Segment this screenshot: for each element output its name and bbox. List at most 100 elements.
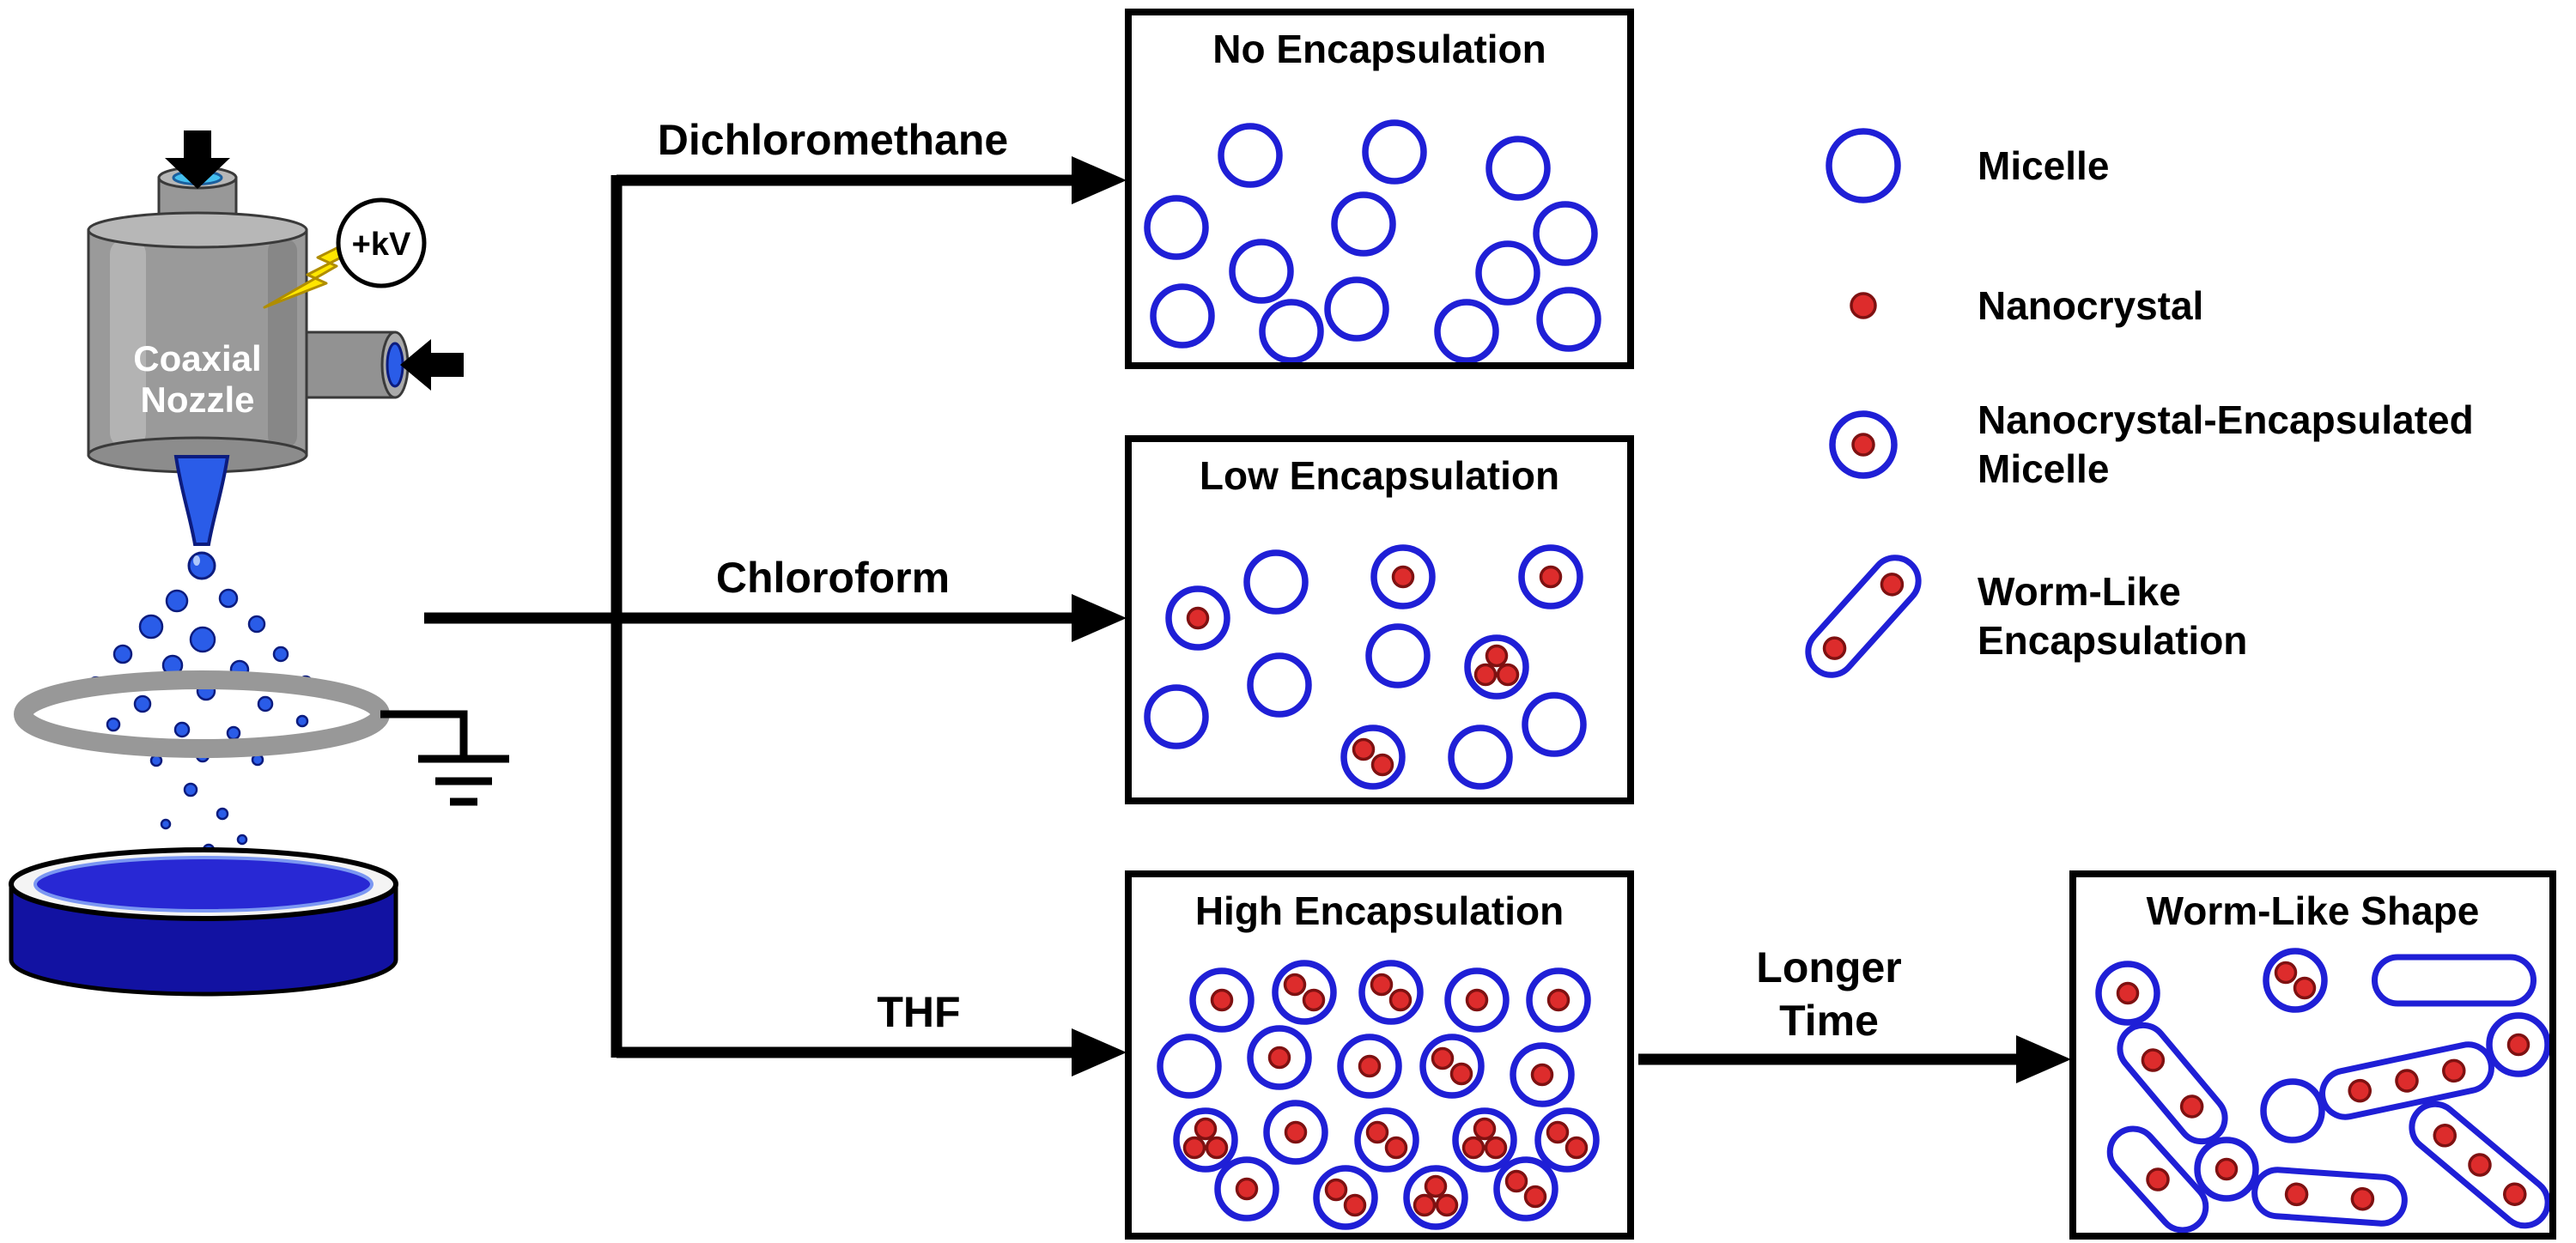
micelle: [1313, 1165, 1378, 1230]
nanocrystal-dot: [1284, 1120, 1308, 1144]
micelle: [1485, 136, 1551, 201]
legend-label-worm-encapsulation: Worm-Like Encapsulation: [1978, 567, 2247, 665]
micelle: [1247, 1025, 1312, 1090]
legend-item-nanocrystal: Nanocrystal: [1790, 267, 2203, 344]
nanocrystal-dot: [1324, 1178, 1348, 1202]
micelle-icon: [1826, 128, 1901, 203]
nanocrystal-dot: [1370, 753, 1394, 777]
nanocrystal-dot: [2503, 1182, 2527, 1206]
nanocrystal-dot: [1461, 1136, 1485, 1160]
high-voltage-badge: +kV: [336, 197, 427, 288]
micelle: [2095, 961, 2160, 1026]
coaxial-nozzle-body: [87, 211, 308, 474]
micelle: [2486, 1012, 2549, 1077]
micelle: [1247, 652, 1312, 718]
micelle: [1189, 967, 1255, 1033]
micelle: [1464, 634, 1529, 700]
side-feed-arrow-icon: [400, 339, 464, 391]
high-encapsulation-canvas: [1157, 960, 1600, 1230]
nanocrystal-dot: [2116, 981, 2140, 1005]
panel-title: Worm-Like Shape: [2146, 888, 2480, 933]
nanocrystal-dot: [1523, 1185, 1547, 1209]
nanocrystal-dot: [1194, 1117, 1218, 1141]
nanocrystal-dot: [1496, 663, 1520, 687]
longer-time-line1: Longer: [1756, 943, 1902, 991]
micelle: [1337, 1034, 1402, 1099]
nanocrystal-dot: [2442, 1058, 2466, 1083]
worm-micelle: [2319, 1041, 2494, 1120]
nanocrystal-dot: [1413, 1193, 1437, 1217]
micelle: [1518, 544, 1583, 609]
micelle: [1229, 239, 1294, 304]
legend-label-line2: Micelle: [1978, 446, 2110, 491]
panel-title: Low Encapsulation: [1199, 453, 1560, 498]
nanocrystal-icon: [1850, 292, 1877, 319]
nanocrystal-dot: [1484, 1136, 1508, 1160]
micelle: [1272, 960, 1337, 1025]
micelle: [1526, 967, 1591, 1033]
nanocrystal-dot: [2179, 1094, 2204, 1119]
micelle: [1510, 1042, 1575, 1107]
worm-micelle: [2106, 1125, 2209, 1233]
legend-item-micelle: Micelle: [1790, 127, 2109, 204]
arrowhead-dichloromethane: [1072, 156, 1127, 204]
nanocrystal-dot: [1182, 1136, 1206, 1160]
worm-micelle: [2409, 1101, 2549, 1229]
micelle: [1173, 1107, 1238, 1173]
micelle: [1370, 544, 1436, 609]
electrospray-apparatus: +kV Coaxial Nozzle: [9, 130, 509, 997]
nanocrystal-dot: [2350, 1186, 2375, 1211]
nanocrystal-dot: [1546, 1120, 1570, 1144]
legend-label-line2: Encapsulation: [1978, 618, 2248, 663]
micelle: [1419, 1034, 1485, 1099]
nanocrystal-dot: [1365, 1120, 1389, 1144]
low-encapsulation-panel: Low Encapsulation: [1125, 435, 1634, 804]
nanocrystal-dot: [1370, 973, 1394, 997]
nanocrystal-dot: [1539, 565, 1563, 589]
micelle: [2263, 948, 2328, 1013]
nanocrystal-dot: [1267, 1046, 1291, 1070]
nanocrystal-dot: [2506, 1033, 2530, 1057]
nanocrystal-dot: [1352, 737, 1376, 761]
nanocrystal-dot: [1504, 1169, 1528, 1193]
micelle: [1259, 299, 1324, 362]
longer-time-label: Longer Time: [1666, 941, 1992, 1047]
nanocrystal-dot: [2395, 1069, 2419, 1093]
legend-label-nanocrystal: Nanocrystal: [1978, 282, 2204, 328]
thf-label: THF: [877, 988, 961, 1036]
worm-micelle: [2117, 1022, 2228, 1145]
micelle: [1434, 299, 1499, 362]
nanocrystal-dot: [1546, 988, 1571, 1012]
micelle: [1157, 1034, 1222, 1099]
worm-like-shape-panel: Worm-Like Shape: [2069, 870, 2556, 1240]
micelle: [1522, 692, 1587, 757]
micelle: [1324, 276, 1389, 342]
collection-dish: [9, 847, 398, 997]
micelle: [2260, 1078, 2325, 1143]
longer-time-line2: Time: [1779, 997, 1879, 1045]
no-encapsulation-panel: No Encapsulation: [1125, 9, 1634, 369]
micelle: [1475, 240, 1540, 306]
ground-symbol: [380, 710, 509, 806]
nanocrystal-dot: [2141, 1048, 2166, 1072]
top-feed-arrow-icon: [165, 130, 230, 189]
high-encapsulation-panel: High Encapsulation: [1125, 870, 1634, 1240]
nanocrystal-dot: [1343, 1193, 1367, 1217]
nanocrystal-dot: [1449, 1062, 1473, 1086]
nanocrystal-dot: [2348, 1078, 2372, 1103]
micelle: [1452, 1107, 1517, 1173]
worm-micelle: [2372, 954, 2537, 1007]
low-encapsulation-canvas: [1144, 544, 1587, 790]
nozzle-label-line1: Coaxial: [133, 338, 261, 379]
arrowhead-chloroform: [1072, 594, 1127, 642]
micelle: [1340, 725, 1406, 790]
legend-label-micelle: Micelle: [1978, 142, 2110, 188]
legend-label-encapsulated-micelle: Nanocrystal-Encapsulated Micelle: [1978, 396, 2474, 494]
micelle: [1448, 725, 1513, 790]
nanocrystal-dot: [1302, 988, 1326, 1012]
nanocrystal-dot: [1435, 1193, 1459, 1217]
nanocrystal-dot: [1235, 1177, 1259, 1201]
longer-time-arrow: [1638, 1035, 2071, 1083]
worm-like-canvas: [2095, 948, 2549, 1233]
